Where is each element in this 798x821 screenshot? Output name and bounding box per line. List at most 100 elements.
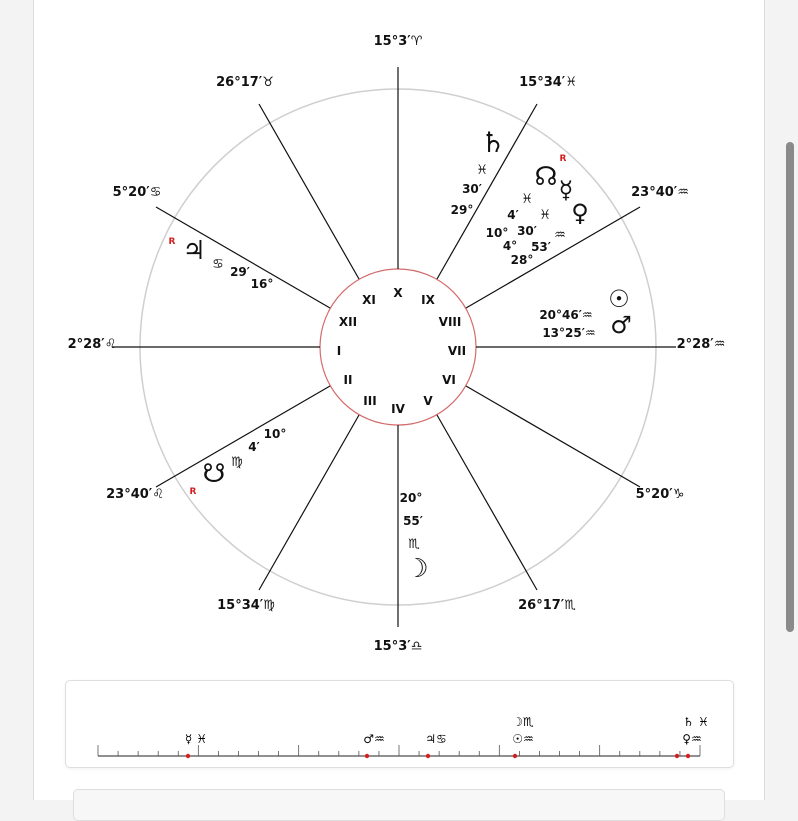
house-numeral: IV xyxy=(391,402,405,416)
cusp-label: 26°17′♉ xyxy=(216,75,274,90)
planet-sign: ♍ xyxy=(231,455,243,470)
cusp-line xyxy=(258,414,360,591)
planet-minute: 55′ xyxy=(403,514,423,528)
planet-degree: 29° xyxy=(451,203,474,217)
retrograde-marker: R xyxy=(560,154,567,164)
cusp-line xyxy=(465,385,641,488)
sign-icon: ♈ xyxy=(411,34,423,49)
cusp-label: 2°28′♌ xyxy=(68,337,117,352)
cusp-label: 15°3′♈ xyxy=(374,34,423,49)
cusp-line xyxy=(436,414,538,591)
house-numeral: V xyxy=(423,394,433,408)
planet-marker xyxy=(425,753,431,759)
house-numeral: XII xyxy=(339,315,357,329)
south-node-icon: ☋ xyxy=(202,459,225,489)
cusp-label: 5°20′♑ xyxy=(636,487,685,502)
sign-icon: ♎ xyxy=(411,639,423,654)
saturn-icon: ♄ xyxy=(480,126,505,159)
sign-icon: ♉ xyxy=(262,75,274,90)
planet-minute: 53′ xyxy=(531,240,551,254)
moon-icon: ☽ xyxy=(405,554,428,584)
cusp-label: 15°34′♍ xyxy=(217,598,275,613)
planet-degree: 16° xyxy=(251,277,274,291)
sun-icon: ☉ xyxy=(608,285,630,313)
cusp-label: 23°40′♌ xyxy=(106,487,164,502)
planet-marker xyxy=(364,753,370,759)
planet-degree: 4° xyxy=(503,239,517,253)
sign-icon: ♋ xyxy=(150,185,162,200)
planet-marker xyxy=(185,753,191,759)
cusp-label: 15°34′♓ xyxy=(519,75,577,90)
cusp-line xyxy=(436,103,538,280)
north-node-icon: ☊ xyxy=(534,162,557,192)
sign-icon: ♒ xyxy=(585,326,596,340)
timeline-label: ♃♋ xyxy=(425,732,447,746)
sign-icon: ♒ xyxy=(582,308,593,322)
planet-minute: 30′ xyxy=(517,224,537,238)
cusp-label: 26°17′♏ xyxy=(518,598,576,613)
sign-icon: ♌ xyxy=(105,337,117,352)
cusp-label: 23°40′♒ xyxy=(631,185,689,200)
cusp-line xyxy=(465,206,641,309)
timeline-label: ☿ ♓ xyxy=(185,732,207,746)
timeline-ticks xyxy=(97,745,701,756)
jupiter-icon: ♃ xyxy=(182,236,205,266)
house-numeral: X xyxy=(393,286,403,300)
timeline-label: ♂♒ xyxy=(363,732,385,746)
sign-icon: ♓ xyxy=(565,75,577,90)
house-numeral: III xyxy=(363,394,376,408)
timeline-label: ☽♏ xyxy=(512,715,534,729)
planet-minute: 4′ xyxy=(507,208,519,222)
mars-icon: ♂ xyxy=(610,311,632,339)
planet-marker xyxy=(674,753,680,759)
cusp-label: 5°20′♋ xyxy=(113,185,162,200)
sign-icon: ♏ xyxy=(564,598,576,613)
zodiac-timeline: ☿ ♓ ♂♒ ♃♋ ☽♏ ☉♒ ♄ ♓ ♀♒ xyxy=(97,715,709,759)
house-numeral: XI xyxy=(362,293,376,307)
planet-position: 13°25′♒ xyxy=(542,326,595,340)
planet-minute: 4′ xyxy=(248,440,260,454)
sign-icon: ♍ xyxy=(263,598,275,613)
sign-icon: ♌ xyxy=(152,487,164,502)
sign-icon: ♒ xyxy=(677,185,689,200)
planet-sign: ♓ xyxy=(476,163,488,178)
timeline-label: ♄ ♓ xyxy=(683,715,709,729)
planet-marker xyxy=(512,753,518,759)
planet-marker xyxy=(685,753,691,759)
cusp-line xyxy=(155,385,331,488)
retrograde-marker: R xyxy=(190,487,197,497)
house-numeral: IX xyxy=(421,293,435,307)
scrollbar-thumb[interactable] xyxy=(786,142,794,632)
house-numeral: I xyxy=(337,344,341,358)
timeline-label: ☉♒ xyxy=(512,732,534,746)
planet-minute: 29′ xyxy=(230,265,250,279)
planet-sign: ♓ xyxy=(521,192,533,207)
cusp-label: 15°3′♎ xyxy=(374,639,423,654)
planet-degree: 20° xyxy=(400,491,423,505)
venus-icon: ♀ xyxy=(571,199,589,227)
planet-sign: ♏ xyxy=(408,537,420,552)
house-numeral: VI xyxy=(442,373,456,387)
planet-degree: 28° xyxy=(511,253,534,267)
retrograde-marker: R xyxy=(169,237,176,247)
planet-position: 20°46′♒ xyxy=(539,308,592,322)
planet-minute: 30′ xyxy=(462,182,482,196)
next-card xyxy=(73,789,725,821)
planet-degree: 10° xyxy=(486,226,509,240)
planet-sign: ♓ xyxy=(539,208,551,223)
house-numeral: II xyxy=(344,373,353,387)
natal-chart: I II III IV V VI VII VIII IX X XI XII 2°… xyxy=(68,34,726,654)
cusp-label: 2°28′♒ xyxy=(677,337,726,352)
planet-sign: ♒ xyxy=(554,228,566,243)
sign-icon: ♒ xyxy=(714,337,726,352)
cusp-line xyxy=(155,206,331,309)
mercury-icon: ☿ xyxy=(559,176,574,204)
house-numeral: VII xyxy=(448,344,466,358)
planet-degree: 10° xyxy=(264,427,287,441)
house-numeral: VIII xyxy=(439,315,462,329)
timeline-label: ♀♒ xyxy=(682,732,702,746)
cusp-line xyxy=(258,103,360,280)
timeline-card: ☿ ♓ ♂♒ ♃♋ ☽♏ ☉♒ ♄ ♓ ♀♒ xyxy=(65,680,734,768)
planet-sign: ♋ xyxy=(212,257,224,272)
sign-icon: ♑ xyxy=(673,487,685,502)
